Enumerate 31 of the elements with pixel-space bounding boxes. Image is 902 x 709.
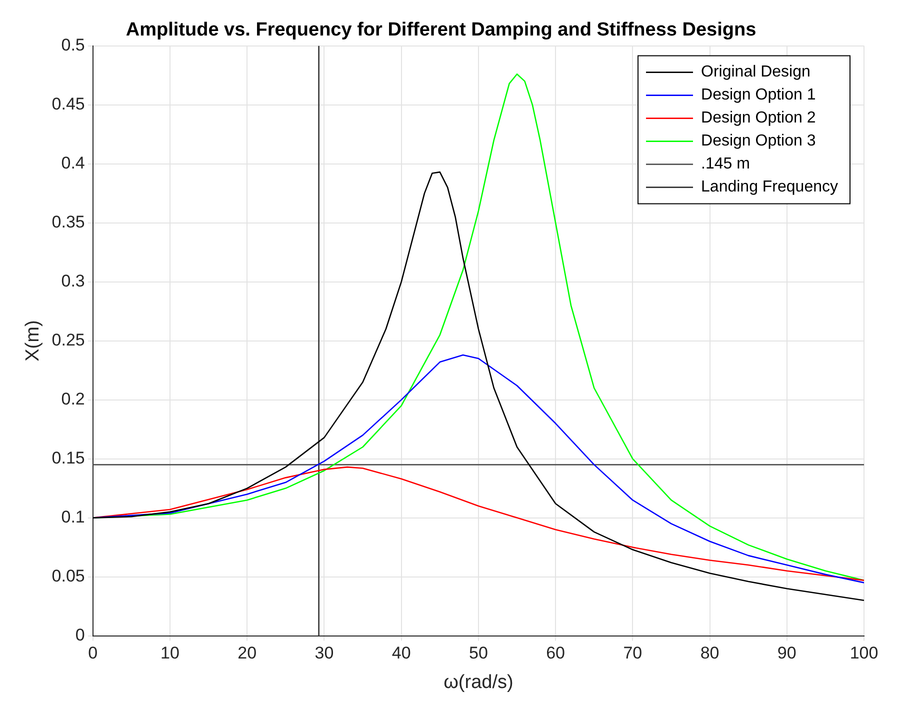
- legend-label: Landing Frequency: [701, 178, 838, 196]
- chart-title: Amplitude vs. Frequency for Different Damping and Stiffness Designs: [126, 20, 756, 41]
- legend-label: Design Option 3: [701, 132, 816, 150]
- y-tick-label: 0.35: [52, 212, 85, 232]
- y-tick-label: 0.2: [61, 389, 85, 408]
- x-tick-label: 10: [160, 644, 180, 663]
- x-tick-label: 20: [238, 644, 257, 663]
- x-tick-label: 30: [314, 644, 334, 663]
- x-axis-title: ω(rad/s): [444, 672, 514, 693]
- y-axis-title: X(m): [22, 320, 44, 362]
- x-tick-label: 60: [546, 644, 566, 663]
- y-tick-label: 0.15: [52, 448, 85, 468]
- x-tick-label: 100: [850, 644, 878, 663]
- legend-label: Design Option 1: [701, 86, 816, 104]
- x-tick-label: 0: [88, 644, 98, 663]
- legend-label: Original Design: [701, 64, 810, 81]
- y-tick-label: 0: [75, 625, 85, 644]
- y-tick-label: 0.3: [61, 271, 85, 290]
- x-tick-label: 90: [777, 644, 796, 663]
- y-tick-label: 0.25: [52, 330, 85, 350]
- x-tick-label: 80: [700, 644, 720, 663]
- y-tick-label: 0.05: [52, 566, 85, 586]
- y-tick-label: 0.4: [61, 153, 85, 172]
- y-tick-label: 0.1: [61, 507, 85, 526]
- x-tick-label: 70: [623, 644, 642, 663]
- y-tick-label: 0.5: [61, 35, 85, 54]
- y-tick-label: 0.45: [52, 94, 85, 114]
- legend-label: Design Option 2: [701, 110, 816, 127]
- x-tick-label: 50: [468, 644, 488, 663]
- legend-label: .145 m: [701, 156, 750, 173]
- x-tick-label: 40: [392, 644, 411, 663]
